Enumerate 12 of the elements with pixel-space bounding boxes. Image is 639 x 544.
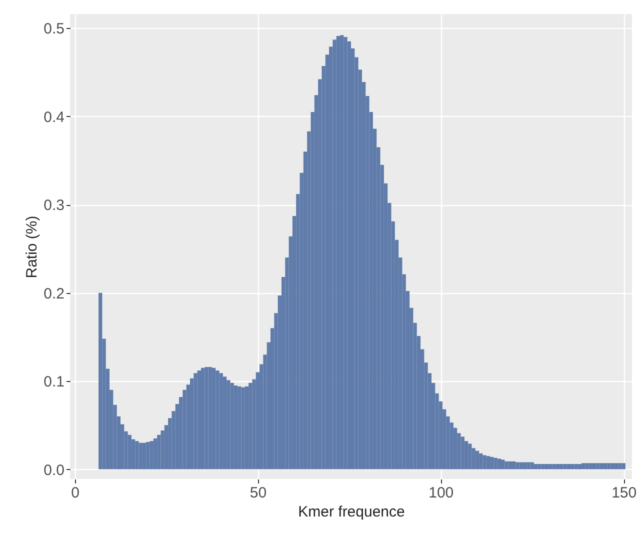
y-axis-title: Ratio (%) <box>24 216 41 278</box>
y-tick-label: 0.5 <box>44 20 64 38</box>
x-tick-label: 50 <box>250 484 267 502</box>
x-tick-label: 100 <box>428 484 454 502</box>
y-tick-label: 0.1 <box>44 374 64 391</box>
x-tick-label: 150 <box>612 484 637 502</box>
y-tick-label: 0.0 <box>44 462 64 479</box>
y-tick-label: 0.3 <box>44 197 64 214</box>
y-tick-label: 0.2 <box>44 285 64 302</box>
x-tick-label: 0 <box>71 484 80 502</box>
x-axis-title: Kmer frequence <box>298 504 405 520</box>
y-tick-label: 0.4 <box>44 108 64 126</box>
